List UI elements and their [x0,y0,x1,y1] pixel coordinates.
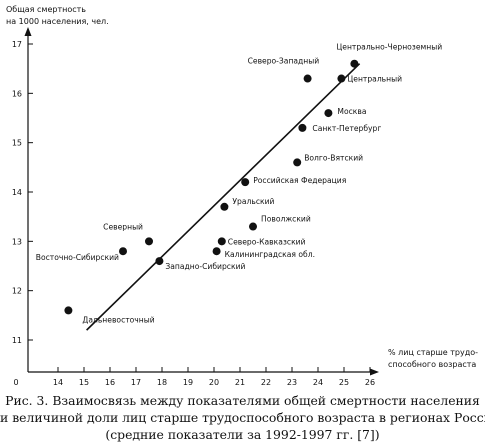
data-point [220,202,229,211]
x-tick-label: 23 [287,378,297,387]
x-tick-label: 14 [53,378,63,387]
y-axis-title-line: Общая смертность [6,5,86,14]
x-tick-label: 16 [105,378,115,387]
data-point-label: Восточно-Сибирский [36,253,119,262]
x-tick-label: 21 [235,378,245,387]
x-axis-title-line: % лиц старше трудо- [388,348,478,357]
data-point-label: Северо-Западный [248,57,320,66]
x-axis-arrow [370,368,379,376]
x-tick-label: 15 [79,378,89,387]
y-axis-arrow [24,27,32,36]
origin-label: 0 [13,378,18,387]
y-tick-label: 17 [12,40,22,49]
x-tick-label: 19 [183,378,193,387]
data-point-label: Калининградская обл. [225,250,315,259]
data-point-label: Москва [337,107,366,116]
data-point-label: Российская Федерация [253,176,346,185]
caption-line-3: (средние показатели за 1992-1997 гг. [7]… [105,427,380,442]
data-point [298,123,307,132]
caption-line-1: Рис. 3. Взаимосвязь между показателями о… [5,393,480,408]
y-tick-label: 15 [12,139,22,148]
y-tick-label: 16 [12,89,22,98]
scatter-chart: Общая смертность на 1000 населения, чел.%… [6,5,478,387]
y-tick-label: 12 [12,287,22,296]
x-tick-label: 24 [313,378,323,387]
data-point [217,237,226,246]
data-point [303,74,312,83]
y-tick-label: 14 [12,188,22,197]
x-tick-label: 26 [365,378,375,387]
data-point [350,59,359,68]
data-point-label: Дальневосточный [82,315,154,324]
data-point [241,178,250,187]
data-point-label: Поволжский [261,215,311,224]
data-point-label: Волго-Вятский [304,153,363,162]
data-point-label: Северный [103,222,143,231]
data-point [249,222,257,231]
data-point [145,237,153,246]
trend-line [86,63,361,331]
y-axis-title-line: на 1000 населения, чел. [6,17,109,26]
data-point-label: Центрально-Черноземный [336,43,442,52]
data-point [64,306,73,315]
x-tick-label: 17 [131,378,141,387]
data-point [337,74,346,83]
data-point-label: Центральный [347,75,402,84]
data-point-label: Уральский [232,197,274,206]
x-axis-title-line: способного возраста [388,360,476,369]
figure-caption: Рис. 3. Взаимосвязь между показателями о… [0,392,485,443]
x-tick-label: 20 [209,378,219,387]
data-point [212,247,221,256]
data-point-label: Санкт-Петербург [312,124,381,133]
caption-line-2: и величиной доли лиц старше трудоспособн… [0,410,485,425]
data-point-label: Северо-Кавказский [228,237,306,246]
y-tick-label: 13 [12,237,22,246]
x-tick-label: 18 [157,378,167,387]
chart-svg: Общая смертность на 1000 населения, чел.%… [6,5,478,387]
data-point [324,109,333,118]
y-tick-label: 11 [12,336,22,345]
data-point [293,158,302,167]
x-tick-label: 22 [261,378,271,387]
data-point [119,247,127,256]
data-point-label: Западно-Сибирский [165,262,245,271]
data-point [155,257,164,266]
x-tick-label: 25 [339,378,349,387]
